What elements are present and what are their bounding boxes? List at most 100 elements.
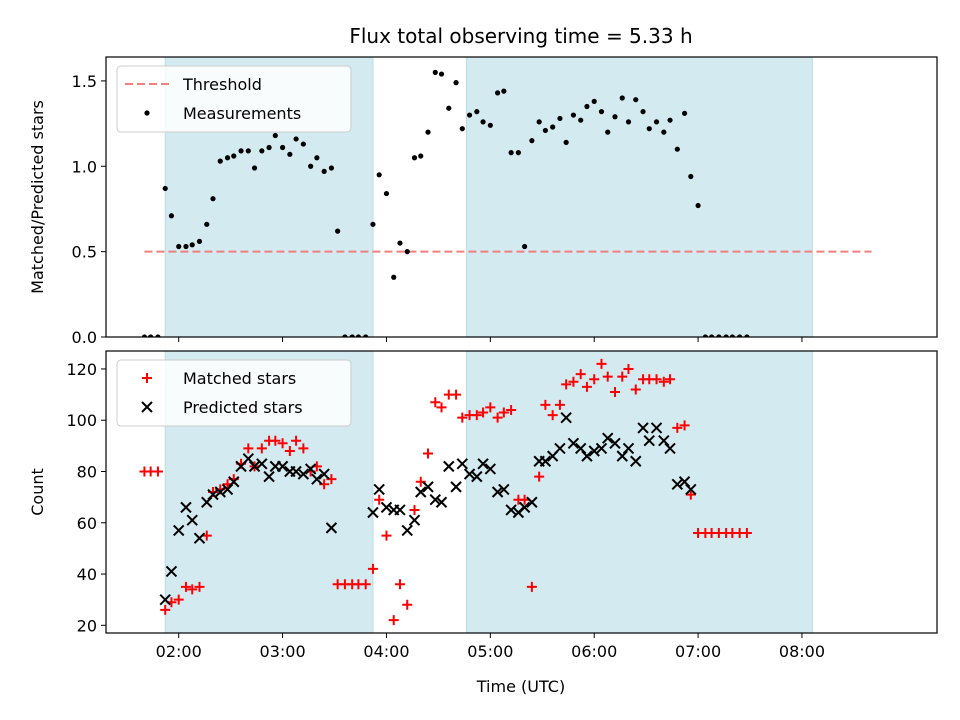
matched-stars-point-23	[291, 435, 302, 446]
matched-stars-point-53	[498, 407, 509, 418]
matched-stars-point-43	[430, 397, 441, 408]
predicted-stars-point-54	[560, 411, 572, 424]
predicted-stars-point-1	[159, 593, 171, 606]
measurements-point-31	[349, 334, 355, 337]
matched-stars-point-4	[160, 604, 171, 615]
predicted-stars-point-59	[595, 442, 608, 455]
matched-stars-point-50	[478, 407, 489, 418]
measurements-point-83	[708, 334, 715, 337]
matched-stars-point-44	[436, 402, 447, 413]
matched-stars-point-21	[277, 438, 288, 449]
measurements-point-2	[148, 334, 154, 337]
measurements-point-39	[404, 249, 410, 255]
measurements-point-24	[300, 141, 306, 147]
measurements-point-8	[189, 242, 195, 248]
measurements-point-72	[633, 97, 639, 103]
measurements-point-66	[591, 98, 597, 104]
predicted-stars-point-30	[394, 504, 406, 516]
matched-stars-point-68	[602, 371, 613, 382]
predicted-stars-point-64	[630, 455, 642, 467]
measurements-point-81	[695, 202, 701, 209]
measurements-point-64	[578, 117, 584, 123]
measurements-point-26	[314, 155, 320, 161]
measurements-point-14	[231, 153, 237, 159]
predicted-stars-point-71	[678, 476, 691, 488]
measurements-point-16	[245, 148, 251, 154]
top-series-measurements	[141, 69, 750, 337]
legend-matched-stars-swatch	[142, 373, 152, 383]
matched-stars-point-66	[589, 374, 600, 385]
matched-stars-point-80	[685, 489, 696, 500]
measurements-point-51	[487, 122, 493, 128]
bottom-legend: Matched stars Predicted stars	[116, 359, 352, 427]
measurements-point-30	[342, 334, 348, 337]
measurements-point-65	[584, 103, 590, 110]
legend-measurements-swatch	[144, 110, 150, 116]
matched-stars-point-69	[609, 387, 620, 398]
x-tick-label-4: 05:00	[467, 642, 513, 661]
legend-matched-stars-label: Matched stars	[183, 369, 296, 388]
measurements-point-36	[383, 190, 390, 197]
predicted-stars-point-67	[650, 422, 663, 434]
measurements-point-84	[716, 334, 722, 337]
measurements-point-82	[702, 334, 708, 337]
top-legend: Threshold Measurements	[116, 65, 352, 133]
measurements-point-75	[653, 119, 660, 125]
measurements-point-34	[370, 221, 376, 227]
panel-star-counts: 20 40 60 80 100 120 02:00 03:00 04:00 05:00 06:00 0…	[28, 350, 938, 661]
matched-stars-point-88	[741, 528, 752, 539]
matched-stars-point-20	[270, 435, 281, 446]
x-axis-label: Time (UTC)	[476, 677, 565, 696]
top-y-axis-label: Matched/Predicted stars	[28, 100, 47, 294]
predicted-stars-point-18	[276, 460, 289, 473]
matched-stars-point-24	[298, 443, 309, 454]
measurements-point-50	[480, 119, 486, 125]
predicted-stars-point-38	[450, 481, 462, 493]
measurements-point-67	[598, 109, 605, 115]
measurements-point-78	[674, 146, 680, 152]
measurements-point-59	[542, 127, 548, 134]
measurements-point-12	[217, 158, 223, 164]
bottom-y-tick-label-6: 120	[66, 360, 97, 379]
measurements-point-32	[355, 334, 362, 337]
predicted-stars-point-3	[173, 524, 185, 537]
predicted-stars-point-42	[477, 458, 489, 470]
bottom-y-tick-label-4: 80	[77, 462, 97, 481]
measurements-point-48	[466, 112, 473, 118]
predicted-stars-point-5	[186, 514, 198, 526]
measurements-point-68	[605, 129, 611, 135]
bottom-series-predicted-stars	[159, 411, 697, 606]
matched-stars-point-38	[394, 579, 405, 590]
top-y-tick-label-3: 1.0	[72, 157, 97, 176]
measurements-point-21	[279, 144, 286, 151]
x-tick-label-1: 02:00	[156, 642, 202, 661]
predicted-stars-point-72	[685, 483, 697, 496]
bottom-y-tick-label-2: 40	[77, 565, 97, 584]
measurements-point-60	[550, 124, 556, 130]
predicted-stars-point-70	[671, 478, 684, 491]
measurements-point-15	[238, 148, 244, 154]
legend-predicted-stars-label: Predicted stars	[183, 398, 303, 417]
predicted-stars-point-43	[484, 463, 497, 475]
measurements-point-3	[155, 334, 161, 337]
measurements-point-61	[557, 115, 563, 122]
predicted-stars-point-68	[658, 435, 670, 447]
matched-stars-point-72	[630, 384, 641, 395]
predicted-stars-point-37	[443, 460, 455, 473]
matched-stars-point-39	[402, 599, 413, 610]
bottom-series-matched-stars	[139, 358, 752, 626]
predicted-stars-point-6	[193, 532, 206, 544]
measurements-point-47	[459, 126, 465, 132]
predicted-stars-point-16	[263, 470, 275, 483]
bottom-y-tick-label-5: 100	[66, 411, 97, 430]
bottom-legend-box	[116, 359, 352, 427]
measurements-point-69	[612, 114, 618, 120]
measurements-point-35	[376, 172, 382, 178]
measurements-point-70	[619, 95, 625, 101]
matched-stars-point-35	[374, 494, 385, 505]
measurements-point-4	[162, 185, 168, 192]
measurements-point-19	[266, 144, 272, 151]
predicted-stars-point-31	[401, 524, 413, 537]
predicted-stars-point-51	[539, 455, 552, 467]
